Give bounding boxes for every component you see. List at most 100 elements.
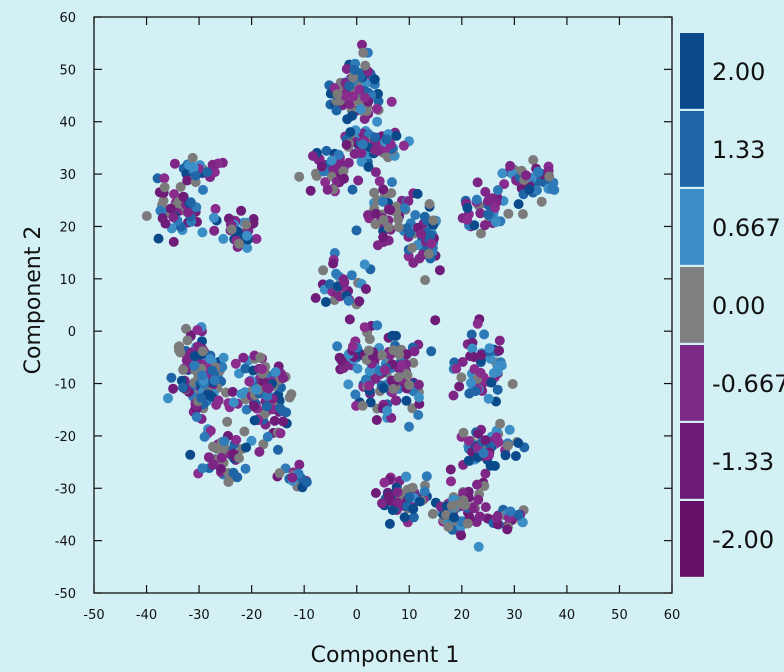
data-point <box>208 442 218 452</box>
data-point <box>394 350 404 360</box>
data-point <box>449 391 459 401</box>
data-point <box>360 259 370 269</box>
data-point <box>473 319 483 329</box>
data-point <box>211 204 221 214</box>
data-point <box>263 432 273 442</box>
colorbar-label: -0.667 <box>712 370 784 398</box>
x-tick-label: -50 <box>83 608 104 623</box>
data-point <box>302 477 312 487</box>
data-point <box>358 140 368 150</box>
data-point <box>464 456 474 466</box>
x-tick-label: 10 <box>401 608 418 623</box>
data-point <box>394 372 404 382</box>
data-point <box>192 325 202 335</box>
data-point <box>348 185 358 195</box>
data-point <box>410 210 420 220</box>
data-point <box>344 158 354 168</box>
data-point <box>360 61 370 71</box>
data-point <box>219 353 229 363</box>
data-point <box>467 344 477 354</box>
data-point <box>506 507 516 517</box>
data-point <box>485 343 495 353</box>
data-point <box>456 372 466 382</box>
data-point <box>198 463 208 473</box>
data-point <box>227 224 237 234</box>
data-point <box>404 380 414 390</box>
data-point <box>356 148 366 158</box>
data-point <box>158 213 168 223</box>
data-point <box>198 185 208 195</box>
data-point <box>388 384 398 394</box>
data-point <box>518 209 528 219</box>
y-tick-label: 40 <box>59 116 76 131</box>
data-point <box>447 501 457 511</box>
data-point <box>242 231 252 241</box>
data-point <box>408 258 418 268</box>
data-point <box>521 170 531 180</box>
data-point <box>474 542 484 552</box>
data-point <box>350 390 360 400</box>
data-point <box>163 393 173 403</box>
data-point <box>378 184 388 194</box>
data-point <box>318 265 328 275</box>
data-point <box>494 346 504 356</box>
data-point <box>228 387 238 397</box>
data-point <box>207 366 217 376</box>
data-point <box>377 498 387 508</box>
data-point <box>428 509 438 519</box>
x-tick-label: -10 <box>294 608 315 623</box>
data-point <box>371 167 381 177</box>
data-point <box>250 415 260 425</box>
data-point <box>192 412 202 422</box>
data-point <box>513 438 523 448</box>
data-point <box>178 383 188 393</box>
data-point <box>426 346 436 356</box>
data-point <box>344 81 354 91</box>
data-point <box>473 495 483 505</box>
data-point <box>350 65 360 75</box>
data-point <box>328 259 338 269</box>
data-point <box>189 162 199 172</box>
y-tick-label: 30 <box>59 168 76 183</box>
data-point <box>378 232 388 242</box>
data-point <box>278 417 288 427</box>
data-point <box>385 519 395 529</box>
data-point <box>208 160 218 170</box>
data-point <box>210 375 220 385</box>
data-point <box>372 320 382 330</box>
data-point <box>405 492 415 502</box>
data-point <box>214 396 224 406</box>
data-point <box>407 243 417 253</box>
data-point <box>528 155 538 165</box>
data-point <box>228 468 238 478</box>
data-point <box>456 530 466 540</box>
data-point <box>426 239 436 249</box>
data-point <box>159 173 169 183</box>
data-point <box>369 188 379 198</box>
data-point <box>371 209 381 219</box>
data-point <box>332 341 342 351</box>
x-tick-label: 60 <box>664 608 681 623</box>
data-point <box>483 196 493 206</box>
y-tick-label: -40 <box>55 535 76 550</box>
data-point <box>222 417 232 427</box>
data-point <box>502 524 512 534</box>
data-point <box>511 451 521 461</box>
data-point <box>394 222 404 232</box>
data-point <box>360 322 370 332</box>
data-point <box>493 512 503 522</box>
data-point <box>459 428 469 438</box>
data-point <box>353 176 363 186</box>
colorbar-label: -1.33 <box>712 448 774 476</box>
data-point <box>501 450 511 460</box>
colorbar-segment <box>680 345 704 421</box>
data-point <box>382 406 392 416</box>
data-point <box>196 393 206 403</box>
data-point <box>420 486 430 496</box>
data-point <box>379 383 389 393</box>
data-point <box>404 422 414 432</box>
data-point <box>505 425 515 435</box>
data-point <box>533 167 543 177</box>
data-point <box>183 335 193 345</box>
data-point <box>430 315 440 325</box>
